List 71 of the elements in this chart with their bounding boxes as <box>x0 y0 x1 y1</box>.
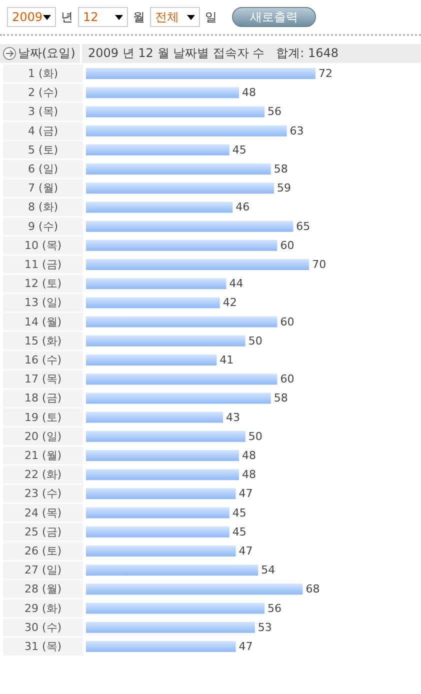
data-label: 70 <box>312 258 326 272</box>
data-label: 59 <box>277 182 292 195</box>
y-tick-label: 10 (목) <box>24 238 62 252</box>
y-tick-label: 24 (목) <box>24 506 62 520</box>
text: 12 <box>83 10 98 24</box>
data-label: 58 <box>274 392 288 405</box>
y-tick-label: 14 (월) <box>24 315 62 328</box>
y-tick-label: 23 (수) <box>24 487 62 500</box>
text: 새로출력 <box>232 7 316 27</box>
y-tick-label: 21 (월) <box>24 448 62 462</box>
y-tick-label: 18 (금) <box>24 392 62 405</box>
y-tick-label: 19 (토) <box>24 410 62 424</box>
data-label: 60 <box>280 238 294 252</box>
data-label: 65 <box>296 220 310 233</box>
y-tick-label: 20 (일) <box>24 430 62 443</box>
data-label: 50 <box>248 334 262 348</box>
y-tick-label: 2 (수) <box>28 86 58 100</box>
y-tick-label: 9 (수) <box>28 220 58 233</box>
y-tick-label: 11 (금) <box>24 258 62 272</box>
y-tick-label: 4 (금) <box>28 124 58 138</box>
y-tick-label: 27 (일) <box>24 564 62 577</box>
y-tick-label: 7 (월) <box>28 182 58 195</box>
chart-title: 2009 년 12 월 날짜별 접속자 수 합계: 1648 <box>87 45 339 62</box>
data-label: 53 <box>258 620 272 634</box>
text: 월 <box>133 8 145 26</box>
y-tick-label: 17 (목) <box>24 372 62 386</box>
data-label: 45 <box>232 506 246 520</box>
data-label: 43 <box>226 410 240 424</box>
data-label: 60 <box>280 315 294 328</box>
data-label: 47 <box>238 640 253 653</box>
y-tick-label: 16 (수) <box>24 354 62 366</box>
data-label: 45 <box>232 143 246 156</box>
y-tick-label: 13 (일) <box>24 296 62 310</box>
data-label: 56 <box>267 602 282 615</box>
data-label: 47 <box>238 544 253 558</box>
data-label: 44 <box>229 277 244 290</box>
y-tick-label: 22 (화) <box>24 468 62 482</box>
text: 년 <box>61 8 73 26</box>
y-tick-label: 6 (일) <box>28 162 58 176</box>
y-tick-label: 28 (월) <box>24 582 62 596</box>
data-label: 48 <box>242 86 256 100</box>
y-tick-label: 15 (화) <box>24 334 62 348</box>
data-label: 63 <box>290 124 304 138</box>
y-tick-label: 1 (화) <box>28 67 58 80</box>
data-label: 58 <box>274 162 288 176</box>
data-label: 46 <box>236 200 250 214</box>
y-tick-label: 26 (토) <box>24 544 62 558</box>
data-label: 41 <box>220 354 234 366</box>
data-label: 48 <box>242 448 256 462</box>
y-tick-label: 31 (목) <box>24 640 62 653</box>
y-axis-title: 날짜(요일) <box>18 45 76 62</box>
y-tick-label: 12 (토) <box>24 277 62 290</box>
y-tick-label: 3 (목) <box>28 105 58 118</box>
data-label: 72 <box>318 67 332 80</box>
y-tick-label: 5 (토) <box>28 143 58 156</box>
data-label: 68 <box>306 582 320 596</box>
data-label: 54 <box>261 564 276 577</box>
text: 일 <box>205 8 217 26</box>
data-label: 56 <box>267 105 282 118</box>
y-tick-label: 25 (금) <box>24 525 62 538</box>
data-label: 42 <box>222 296 237 310</box>
text: 전체 <box>155 8 179 26</box>
text: 2009 <box>12 10 43 24</box>
data-label: 47 <box>238 487 253 500</box>
y-tick-label: 8 (화) <box>28 200 58 214</box>
data-label: 45 <box>232 525 246 538</box>
y-tick-label: 29 (화) <box>24 602 62 615</box>
data-label: 60 <box>280 372 294 386</box>
data-label: 50 <box>248 430 262 443</box>
y-tick-label: 30 (수) <box>24 620 62 634</box>
data-label: 48 <box>242 468 256 482</box>
